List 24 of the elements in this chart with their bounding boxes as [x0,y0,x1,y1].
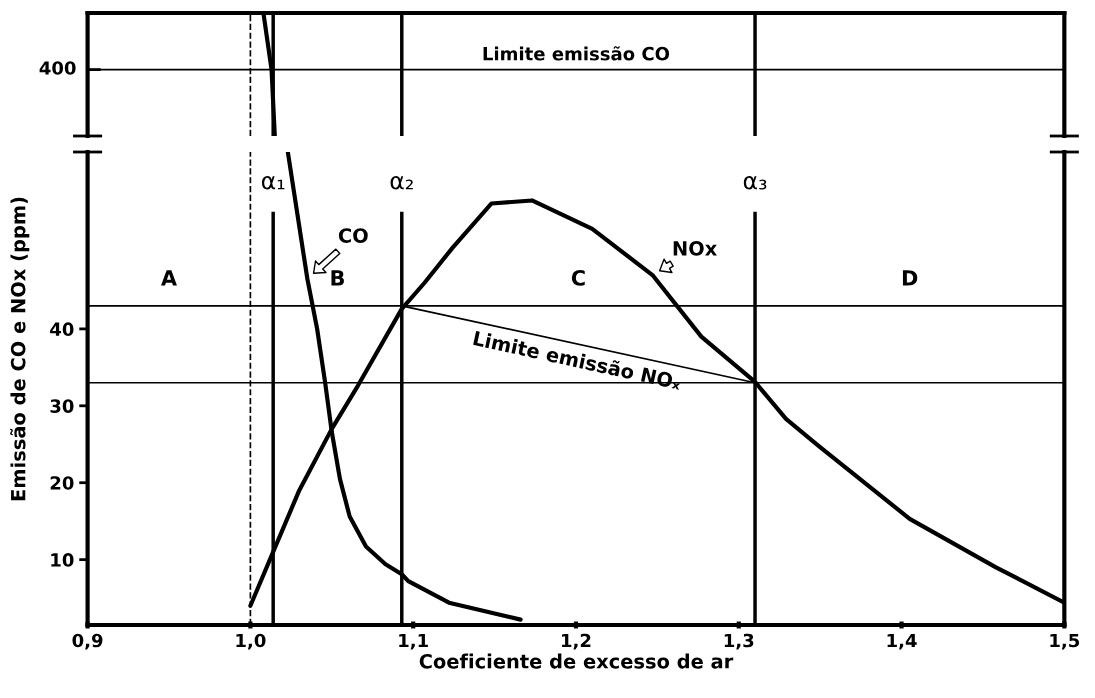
annotation: C [571,270,585,286]
x-tick-label: 1,5 [1050,633,1080,650]
ref-line-label: α₂ [390,176,413,190]
x-tick-label: 1,4 [887,633,917,650]
y-tick-label: 10 [51,553,74,567]
ref-line-label: Limite emissão CO [483,46,670,61]
text: 400 [39,61,76,75]
ref-line-label: α₁ [261,176,285,190]
annotation: B [331,270,344,286]
x-axis-title: Coeficiente de excesso de ar [419,653,734,669]
x-tick-label: 1,3 [724,633,754,650]
y-tick-label: 40 [50,322,74,337]
x-tick-label: 1,2 [562,633,591,650]
x-tick-label: 1,0 [236,633,266,650]
x-tick-label: 1,1 [399,633,428,650]
series-label: NOx [673,240,717,256]
x-tick-label: 0,9 [72,633,103,650]
annotation: D [902,270,918,286]
annotation: A [161,270,177,286]
ref-line-label: α₃ [743,176,767,190]
series-label: CO [338,228,368,243]
y-tick-label: 30 [50,399,74,413]
y-tick-label: 20 [50,476,74,490]
y-axis-title: Emissão de CO e NOx (ppm) [10,197,30,501]
